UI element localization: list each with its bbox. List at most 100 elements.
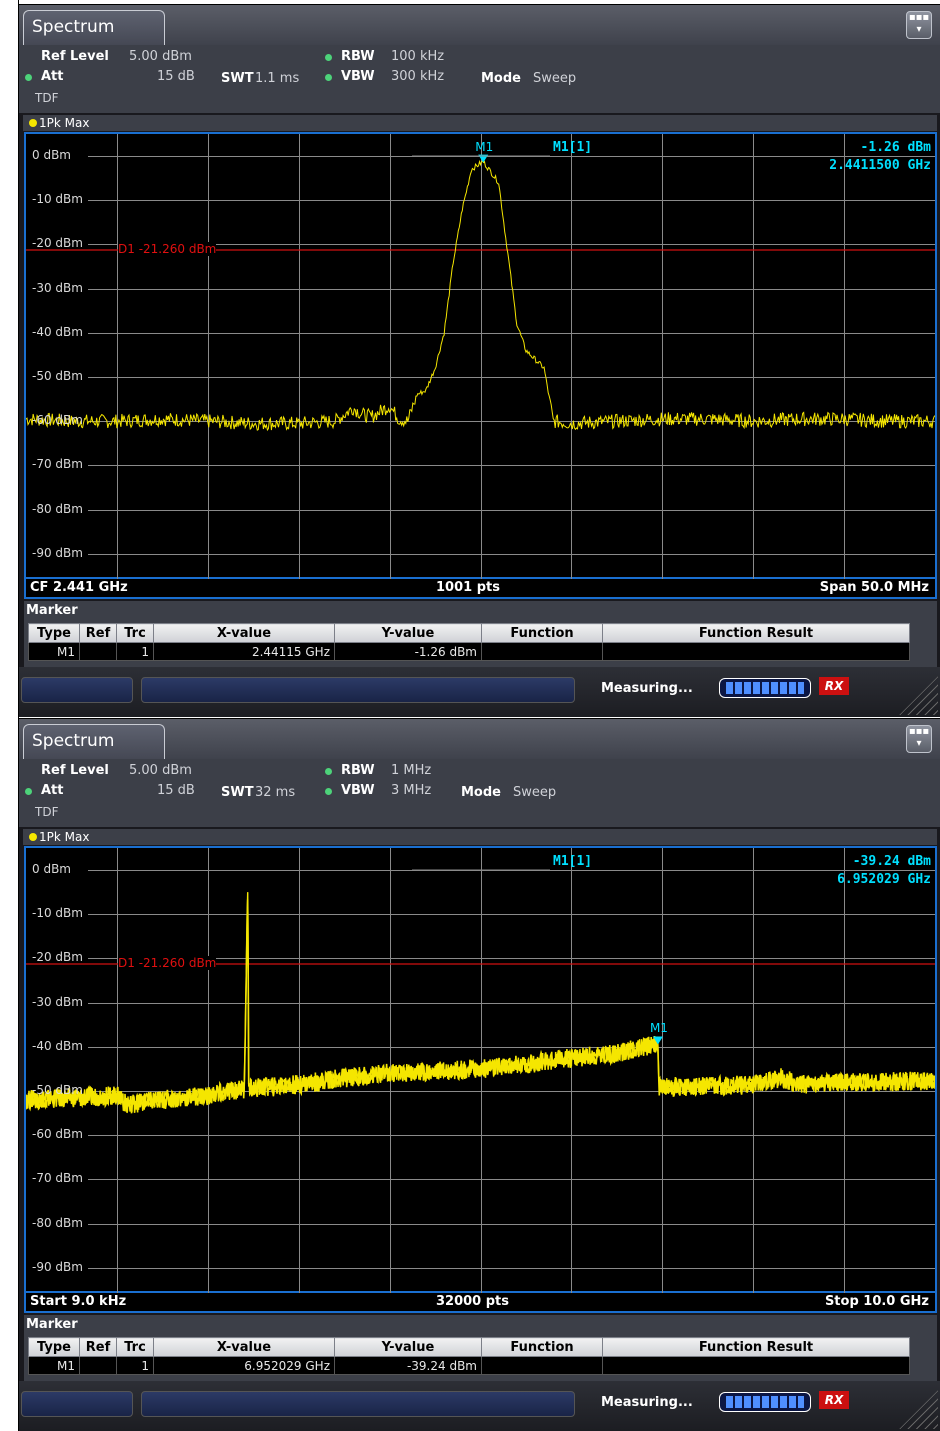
y-tick-label: -50 dBm xyxy=(32,369,83,383)
mode-label: Mode xyxy=(481,71,521,86)
table-row[interactable]: M1 1 2.44115 GHz -1.26 dBm xyxy=(28,642,910,661)
plot-footer: Start 9.0 kHz 32000 pts Stop 10.0 GHz xyxy=(24,1293,937,1313)
att-status-icon xyxy=(25,74,32,81)
col-x-value: X-value xyxy=(153,623,335,643)
rx-status-badge: RX xyxy=(819,1391,849,1409)
y-tick-label: -90 dBm xyxy=(32,1259,83,1274)
y-tick-label: -30 dBm xyxy=(32,280,83,295)
swt-label: SWT xyxy=(221,71,254,86)
trace-label-text: 1Pk Max xyxy=(39,830,90,844)
trace-line xyxy=(26,899,935,1114)
table-row[interactable]: M1 1 6.952029 GHz -39.24 dBm xyxy=(28,1356,910,1375)
y-tick-label: -60 dBm xyxy=(32,1127,83,1142)
y-tick-label: -60 dBm xyxy=(32,413,83,428)
att-label: Att xyxy=(41,69,64,84)
y-tick-label: -70 dBm xyxy=(32,457,83,472)
resize-grip-icon[interactable] xyxy=(898,1389,938,1429)
marker-label: M1 xyxy=(649,1021,668,1036)
trace-line xyxy=(26,159,935,432)
vbw-status-icon xyxy=(325,74,332,81)
marker-panel-title: Marker xyxy=(26,1317,78,1332)
display-line-label: D1 -21.260 dBm xyxy=(118,241,217,256)
footer-right: Stop 10.0 GHz xyxy=(824,1294,929,1309)
vbw-label: VBW xyxy=(341,783,375,798)
col-type: Type xyxy=(28,1337,80,1357)
ref-level-value: 5.00 dBm xyxy=(129,49,192,64)
col-function: Function xyxy=(481,1337,603,1357)
swt-value: 1.1 ms xyxy=(255,71,300,86)
cell-x-value: 2.44115 GHz xyxy=(153,642,335,661)
marker-panel: Marker Type Ref Trc X-value Y-value Func… xyxy=(24,601,937,667)
vbw-value: 300 kHz xyxy=(391,69,445,84)
marker-table: Type Ref Trc X-value Y-value Function Fu… xyxy=(28,1337,910,1375)
status-box-message[interactable] xyxy=(141,677,575,703)
spectrum-chart xyxy=(26,134,935,579)
col-x-value: X-value xyxy=(153,1337,335,1357)
status-box-message[interactable] xyxy=(141,1391,575,1417)
tab-spectrum[interactable]: Spectrum xyxy=(23,724,165,759)
marker-readout-name: M1[1] xyxy=(553,854,593,869)
ref-level-value: 5.00 dBm xyxy=(129,763,192,778)
menu-expand-icon[interactable]: ▪▪▪ ▾ xyxy=(906,11,932,39)
marker-readout-freq: 2.4411500 GHz xyxy=(829,158,931,173)
footer-center: 1001 pts xyxy=(436,580,500,595)
resize-grip-icon[interactable] xyxy=(898,675,938,715)
spectrum-plot[interactable]: 0 dBm -10 dBm -20 dBm -30 dBm -40 dBm -50 dBm… xyxy=(24,846,937,1293)
rx-status-badge: RX xyxy=(819,677,849,695)
y-tick-label: 0 dBm xyxy=(32,862,71,876)
rbw-status-icon xyxy=(325,768,332,775)
col-trc: Trc xyxy=(116,1337,154,1357)
rbw-label: RBW xyxy=(341,49,375,64)
cell-type: M1 xyxy=(28,1356,80,1375)
status-bar: Measuring... RX xyxy=(19,1381,940,1431)
marker-table-header: Type Ref Trc X-value Y-value Function Fu… xyxy=(28,623,910,643)
spectrum-plot[interactable]: 0 dBm -10 dBm -20 dBm -30 dBm -40 dBm -50 dBm… xyxy=(24,132,937,579)
trace-color-icon xyxy=(29,833,37,841)
tdf-label: TDF xyxy=(35,805,59,819)
col-trc: Trc xyxy=(116,623,154,643)
cell-ref xyxy=(79,642,117,661)
y-tick-label: -30 dBm xyxy=(32,994,83,1009)
mode-value: Sweep xyxy=(533,71,577,86)
measuring-status: Measuring... xyxy=(601,1395,693,1410)
marker-readout-level: -39.24 dBm xyxy=(852,854,931,869)
tab-spectrum[interactable]: Spectrum xyxy=(23,10,165,45)
footer-center: 32000 pts xyxy=(436,1294,510,1309)
att-status-icon xyxy=(25,788,32,795)
marker-triangle xyxy=(478,154,489,163)
footer-left: Start 9.0 kHz xyxy=(30,1294,127,1309)
cell-function xyxy=(481,1356,603,1375)
cell-x-value: 6.952029 GHz xyxy=(153,1356,335,1375)
col-y-value: Y-value xyxy=(334,1337,482,1357)
trace-color-icon xyxy=(29,119,37,127)
rbw-value: 100 kHz xyxy=(391,49,445,64)
cell-function xyxy=(481,642,603,661)
measuring-progress-bar xyxy=(719,678,811,698)
vbw-status-icon xyxy=(325,788,332,795)
trace-label-text: 1Pk Max xyxy=(39,116,90,130)
swt-value: 32 ms xyxy=(255,785,296,800)
settings-panel: Ref Level 5.00 dBm Att 15 dB SWT 32 ms R… xyxy=(19,759,940,827)
measuring-progress-bar xyxy=(719,1392,811,1412)
col-function-result: Function Result xyxy=(602,623,910,643)
col-type: Type xyxy=(28,623,80,643)
status-bar: Measuring... RX xyxy=(19,667,940,717)
top-bar: Spectrum ▪▪▪ ▾ xyxy=(19,5,940,45)
footer-left: CF 2.441 GHz xyxy=(30,580,128,595)
menu-expand-icon[interactable]: ▪▪▪ ▾ xyxy=(906,725,932,753)
cell-ref xyxy=(79,1356,117,1375)
cell-y-value: -39.24 dBm xyxy=(334,1356,482,1375)
col-function: Function xyxy=(481,623,603,643)
plot-footer: CF 2.441 GHz 1001 pts Span 50.0 MHz xyxy=(24,579,937,599)
status-box-left[interactable] xyxy=(21,677,133,703)
cell-trc: 1 xyxy=(116,642,154,661)
tab-label: Spectrum xyxy=(32,731,115,751)
tdf-label: TDF xyxy=(35,91,59,105)
status-box-left[interactable] xyxy=(21,1391,133,1417)
marker-triangle xyxy=(652,1036,663,1045)
col-ref: Ref xyxy=(79,623,117,643)
vbw-label: VBW xyxy=(341,69,375,84)
y-tick-label: -20 dBm xyxy=(32,236,83,251)
col-ref: Ref xyxy=(79,1337,117,1357)
cell-function-result xyxy=(602,642,910,661)
